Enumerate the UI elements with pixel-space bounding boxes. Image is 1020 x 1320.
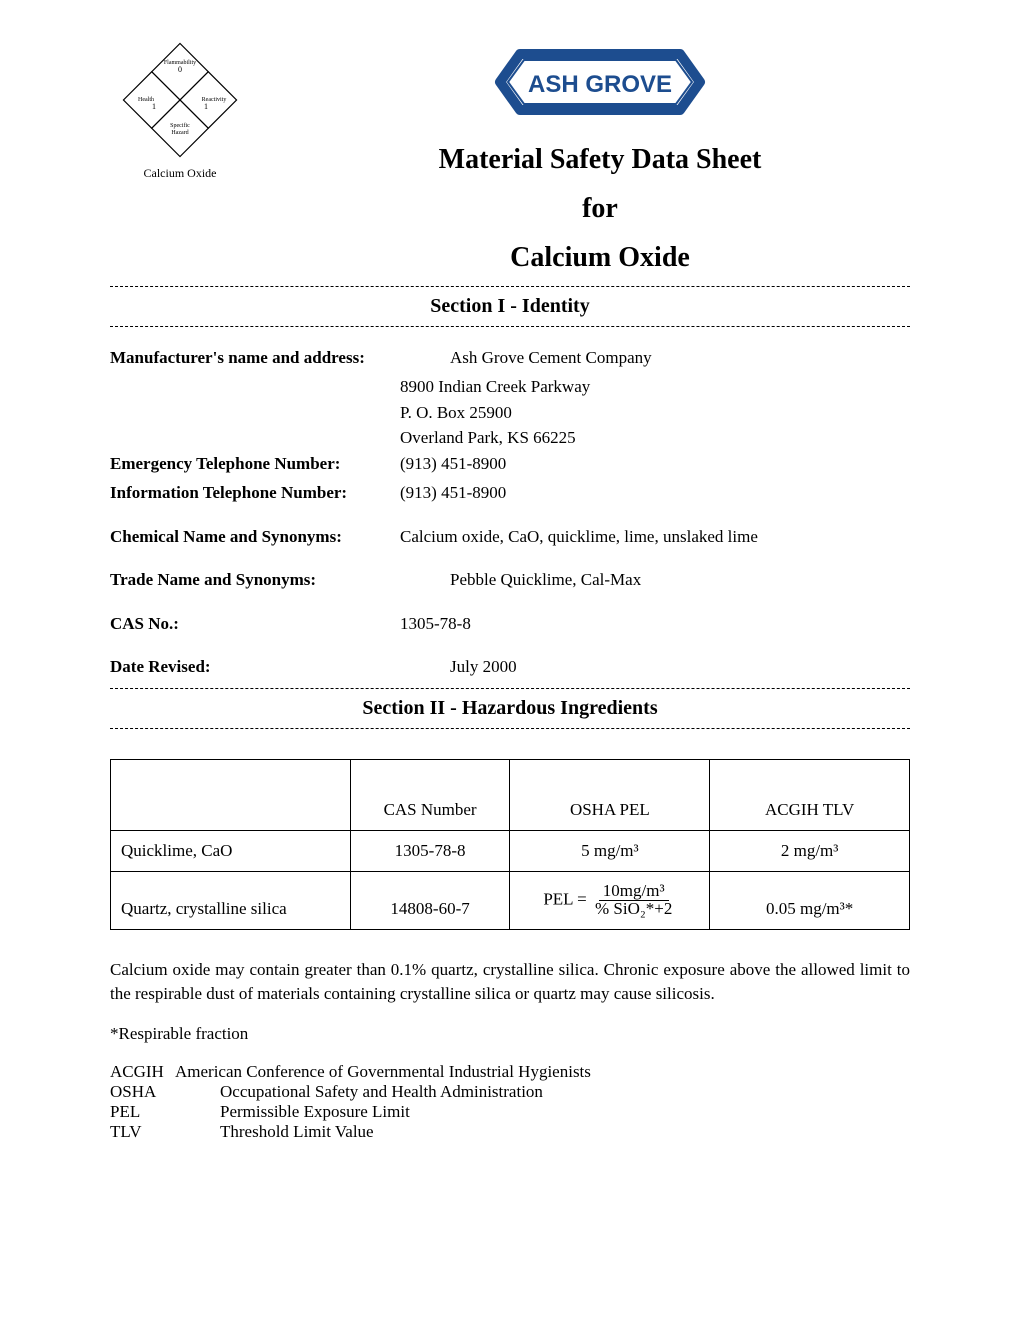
th-blank [111, 759, 351, 830]
separator [110, 688, 910, 689]
pel-numerator: 10mg/m³ [599, 881, 669, 901]
table-header-row: CAS Number OSHA PEL ACGIH TLV [111, 759, 910, 830]
abbrev-row: ACGIH American Conference of Governmenta… [110, 1062, 910, 1082]
ash-grove-logo-icon: ASH GROVE [490, 40, 710, 125]
table-row: Quartz, crystalline silica 14808-60-7 PE… [111, 871, 910, 929]
silica-note: Calcium oxide may contain greater than 0… [110, 958, 910, 1006]
separator [110, 728, 910, 729]
manufacturer-label: Manufacturer's name and address: [110, 345, 400, 371]
date-value: July 2000 [400, 654, 910, 680]
manufacturer-name: Ash Grove Cement Company [400, 345, 910, 371]
ingredient-name: Quartz, crystalline silica [111, 871, 351, 929]
cas-value: 1305-78-8 [400, 611, 910, 637]
abbrev-row: TLV Threshold Limit Value [110, 1122, 910, 1142]
emergency-row: Emergency Telephone Number: (913) 451-89… [110, 451, 910, 477]
ingredients-table: CAS Number OSHA PEL ACGIH TLV Quicklime,… [110, 759, 910, 930]
abbrev-val: Permissible Exposure Limit [220, 1102, 410, 1122]
doc-title-3: Calcium Oxide [290, 238, 910, 277]
doc-title-2: for [290, 189, 910, 228]
svg-text:Hazard: Hazard [171, 130, 188, 136]
ingredient-name: Quicklime, CaO [111, 830, 351, 871]
svg-text:1: 1 [152, 102, 156, 111]
nfpa-diamond-icon: Flammability 0 Health 1 Reactivity 1 Spe… [120, 40, 240, 160]
trade-row: Trade Name and Synonyms: Pebble Quicklim… [110, 567, 910, 593]
abbrev-row: OSHA Occupational Safety and Health Admi… [110, 1082, 910, 1102]
logo-title-column: ASH GROVE Material Safety Data Sheet for… [290, 40, 910, 278]
separator [110, 326, 910, 327]
address-block: 8900 Indian Creek Parkway P. O. Box 2590… [110, 374, 910, 451]
cas-row: CAS No.: 1305-78-8 [110, 611, 910, 637]
nfpa-chemical-label: Calcium Oxide [110, 166, 250, 181]
info-value: (913) 451-8900 [400, 480, 910, 506]
section2-title: Section II - Hazardous Ingredients [110, 697, 910, 720]
trade-value: Pebble Quicklime, Cal-Max [400, 567, 910, 593]
abbreviations-block: ACGIH American Conference of Governmenta… [110, 1062, 910, 1142]
pel-denominator: % SiO₂*+2 [591, 899, 676, 918]
th-cas: CAS Number [350, 759, 510, 830]
msds-page: Flammability 0 Health 1 Reactivity 1 Spe… [0, 0, 1020, 1182]
manufacturer-row: Manufacturer's name and address: Ash Gro… [110, 345, 910, 371]
th-tlv: ACGIH TLV [710, 759, 910, 830]
info-label: Information Telephone Number: [110, 480, 400, 506]
abbrev-val: Occupational Safety and Health Administr… [220, 1082, 543, 1102]
info-row: Information Telephone Number: (913) 451-… [110, 480, 910, 506]
doc-title-1: Material Safety Data Sheet [290, 140, 910, 179]
address-line: P. O. Box 25900 [110, 400, 910, 426]
abbrev-val: Threshold Limit Value [220, 1122, 374, 1142]
abbrev-key: OSHA [110, 1082, 220, 1102]
svg-text:Specific: Specific [170, 122, 190, 129]
chem-value: Calcium oxide, CaO, quicklime, lime, uns… [400, 524, 910, 550]
ingredient-cas: 14808-60-7 [350, 871, 510, 929]
address-line: 8900 Indian Creek Parkway [110, 374, 910, 400]
chem-row: Chemical Name and Synonyms: Calcium oxid… [110, 524, 910, 550]
svg-text:1: 1 [204, 102, 208, 111]
abbrev-key: PEL [110, 1102, 220, 1122]
section1-title: Section I - Identity [110, 295, 910, 318]
abbrev-key: ACGIH [110, 1062, 175, 1082]
table-row: Quicklime, CaO 1305-78-8 5 mg/m³ 2 mg/m³ [111, 830, 910, 871]
identity-block: Manufacturer's name and address: Ash Gro… [110, 345, 910, 680]
date-row: Date Revised: July 2000 [110, 654, 910, 680]
trade-label: Trade Name and Synonyms: [110, 567, 400, 593]
emergency-label: Emergency Telephone Number: [110, 451, 400, 477]
th-pel: OSHA PEL [510, 759, 710, 830]
pel-prefix: PEL = [543, 889, 591, 908]
nfpa-block: Flammability 0 Health 1 Reactivity 1 Spe… [110, 40, 250, 181]
date-label: Date Revised: [110, 654, 400, 680]
logo-text: ASH GROVE [528, 71, 672, 98]
abbrev-val: American Conference of Governmental Indu… [175, 1062, 591, 1082]
ingredient-pel: 5 mg/m³ [510, 830, 710, 871]
address-line: Overland Park, KS 66225 [110, 425, 910, 451]
header-row: Flammability 0 Health 1 Reactivity 1 Spe… [110, 40, 910, 278]
abbrev-key: TLV [110, 1122, 220, 1142]
cas-label: CAS No.: [110, 611, 400, 637]
pel-fraction: 10mg/m³ % SiO₂*+2 [591, 882, 676, 919]
ingredient-tlv: 0.05 mg/m³* [710, 871, 910, 929]
emergency-value: (913) 451-8900 [400, 451, 910, 477]
ingredient-pel: PEL = 10mg/m³ % SiO₂*+2 [510, 871, 710, 929]
separator [110, 286, 910, 287]
svg-text:0: 0 [178, 65, 182, 74]
respirable-note: *Respirable fraction [110, 1024, 910, 1044]
chem-label: Chemical Name and Synonyms: [110, 524, 400, 550]
abbrev-row: PEL Permissible Exposure Limit [110, 1102, 910, 1122]
ingredient-tlv: 2 mg/m³ [710, 830, 910, 871]
ingredient-cas: 1305-78-8 [350, 830, 510, 871]
